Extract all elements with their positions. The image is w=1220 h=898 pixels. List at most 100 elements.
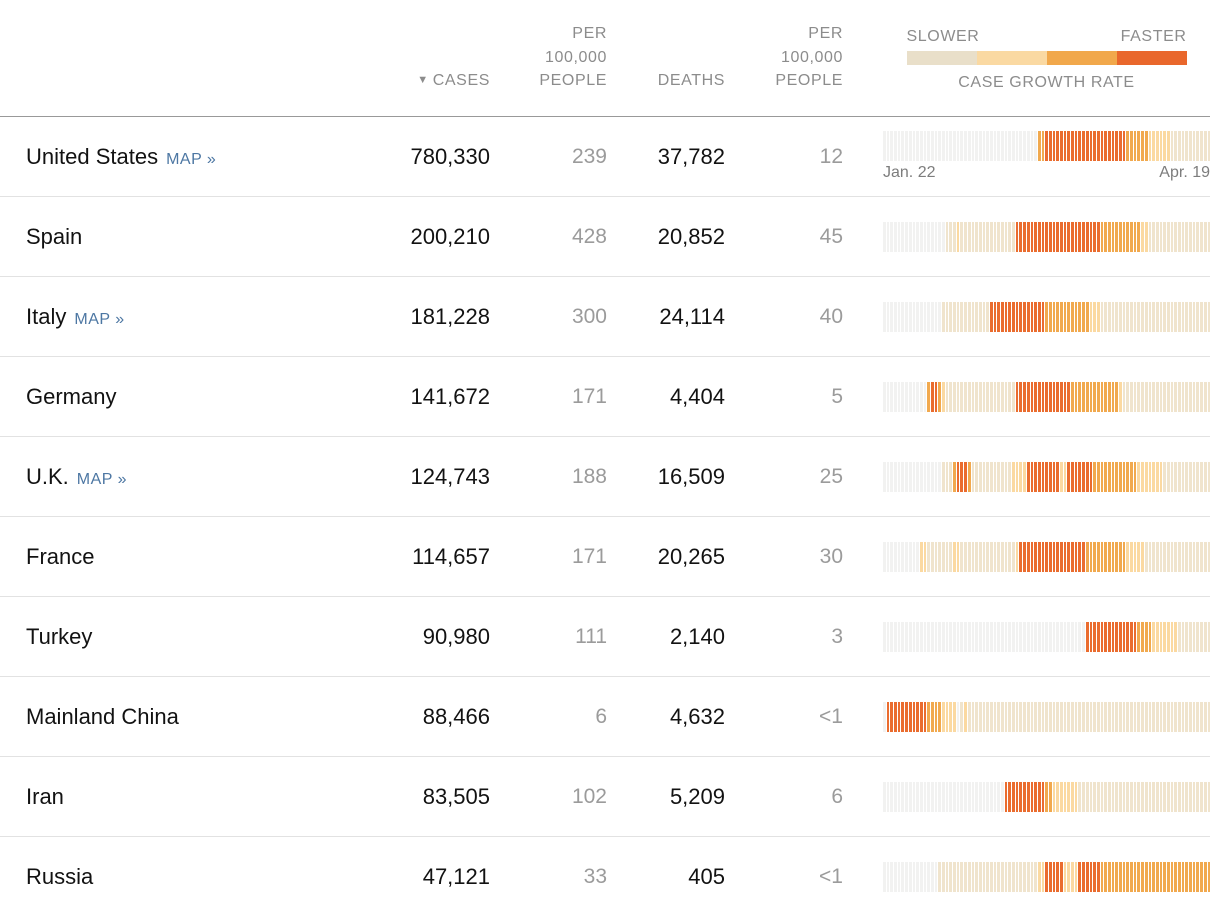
deaths-per-100k-value: 3 xyxy=(831,624,843,648)
column-header-cases-per-100k[interactable]: PER 100,000 PEOPLE xyxy=(539,25,607,89)
map-link[interactable]: MAP » xyxy=(74,310,125,328)
case-growth-strip xyxy=(883,301,1211,332)
country-cell: U.K. MAP » xyxy=(0,464,355,490)
country-cell: United States MAP » xyxy=(0,144,355,170)
growth-strip-cell xyxy=(883,301,1211,332)
legend-slower-label: SLOWER xyxy=(906,28,980,45)
growth-strip-cell xyxy=(883,461,1211,492)
cases-per-100k-value: 102 xyxy=(571,784,607,808)
map-link[interactable]: MAP » xyxy=(166,150,217,168)
country-name: Russia xyxy=(26,863,94,889)
growth-rate-legend: SLOWER FASTER CASE GROWTH RATE xyxy=(883,28,1210,92)
table-row: Spain 200,210 428 20,852 45 xyxy=(0,197,1211,277)
table-row: Iran 83,505 102 5,209 6 xyxy=(0,757,1211,837)
growth-strip-cell xyxy=(883,701,1211,732)
cases-per-100k-value: 171 xyxy=(571,384,607,408)
deaths-per-100k-value: 25 xyxy=(819,464,843,488)
country-cell: Italy MAP » xyxy=(0,304,355,330)
table-row: Turkey 90,980 111 2,140 3 xyxy=(0,597,1211,677)
legend-title: CASE GROWTH RATE xyxy=(958,74,1135,91)
cases-value: 90,980 xyxy=(422,623,490,649)
legend-faster-label: FASTER xyxy=(1120,28,1187,45)
cases-value: 88,466 xyxy=(422,703,490,729)
growth-strip-cell xyxy=(883,221,1211,252)
cases-value: 780,330 xyxy=(410,143,490,169)
cases-value: 83,505 xyxy=(422,783,490,809)
table-row: Mainland China 88,466 6 4,632 <1 xyxy=(0,677,1211,757)
strip-date-labels: Jan. 22 Apr. 19 xyxy=(883,164,1210,182)
table-row: U.K. MAP » 124,743 188 16,509 25 xyxy=(0,437,1211,517)
cases-per-100k-value: 33 xyxy=(583,864,607,888)
cases-value: 124,743 xyxy=(410,463,490,489)
deaths-value: 20,852 xyxy=(657,223,725,249)
deaths-per-100k-value: <1 xyxy=(819,704,843,728)
growth-strip-cell xyxy=(883,781,1211,812)
strip-start-date: Jan. 22 xyxy=(883,164,936,181)
country-cell: Iran xyxy=(0,784,355,810)
deaths-per-100k-value: <1 xyxy=(819,864,843,888)
cases-value: 114,657 xyxy=(412,543,490,569)
country-name: France xyxy=(26,543,95,569)
strip-end-date: Apr. 19 xyxy=(1159,164,1210,181)
deaths-value: 37,782 xyxy=(657,143,725,169)
country-cell: Russia xyxy=(0,864,355,890)
case-growth-strip xyxy=(883,701,1211,732)
cases-per-100k-value: 428 xyxy=(571,224,607,248)
table-row: Italy MAP » 181,228 300 24,114 40 xyxy=(0,277,1211,357)
column-header-deaths[interactable]: DEATHS xyxy=(657,71,725,89)
cases-value: 200,210 xyxy=(410,223,490,249)
case-growth-strip xyxy=(883,621,1211,652)
column-header-deaths-per-100k[interactable]: PER 100,000 PEOPLE xyxy=(775,25,843,89)
cases-per-100k-value: 188 xyxy=(571,464,607,488)
country-name: Spain xyxy=(26,223,83,249)
deaths-value: 2,140 xyxy=(669,623,725,649)
deaths-value: 405 xyxy=(688,863,725,889)
country-cell: France xyxy=(0,544,355,570)
cases-value: 47,121 xyxy=(422,863,490,889)
country-name: Mainland China xyxy=(26,703,179,729)
case-growth-strip xyxy=(883,381,1211,412)
column-header-cases[interactable]: ▼ CASES xyxy=(355,69,490,92)
case-growth-strip xyxy=(883,781,1211,812)
sort-desc-icon: ▼ xyxy=(417,73,429,86)
growth-strip-cell xyxy=(883,541,1211,572)
case-growth-strip xyxy=(883,461,1211,492)
table-row: France 114,657 171 20,265 30 xyxy=(0,517,1211,597)
cases-header-label: CASES xyxy=(432,71,490,89)
cases-per-100k-value: 111 xyxy=(575,624,607,648)
map-link[interactable]: MAP » xyxy=(76,470,128,488)
table-body: United States MAP » 780,330 239 37,782 12… xyxy=(0,117,1220,898)
country-name: Iran xyxy=(26,783,64,809)
deaths-per-100k-value: 30 xyxy=(819,544,843,568)
case-growth-strip xyxy=(883,131,1211,161)
country-cell: Spain xyxy=(0,224,355,250)
table-row: Russia 47,121 33 405 <1 xyxy=(0,837,1211,898)
deaths-per-100k-value: 45 xyxy=(819,224,843,248)
cases-per-100k-value: 6 xyxy=(595,704,607,728)
cases-per-100k-value: 239 xyxy=(571,144,607,168)
deaths-per-100k-value: 5 xyxy=(831,384,843,408)
deaths-value: 16,509 xyxy=(657,463,725,489)
deaths-value: 5,209 xyxy=(669,783,725,809)
cases-value: 141,672 xyxy=(410,383,490,409)
table-row: Germany 141,672 171 4,404 5 xyxy=(0,357,1211,437)
case-growth-strip xyxy=(883,221,1211,252)
country-cell: Mainland China xyxy=(0,704,355,730)
table-row: United States MAP » 780,330 239 37,782 12… xyxy=(0,117,1211,197)
cases-value: 181,228 xyxy=(410,303,490,329)
country-name: Turkey xyxy=(26,623,93,649)
table-header: ▼ CASES PER 100,000 PEOPLE DEATHS PER 100… xyxy=(0,0,1210,117)
country-name: Italy xyxy=(26,303,67,329)
country-name: U.K. xyxy=(26,463,69,489)
legend-color-scale xyxy=(906,51,1187,65)
country-name: Germany xyxy=(26,383,117,409)
deaths-value: 24,114 xyxy=(659,303,725,329)
growth-strip-cell xyxy=(883,381,1211,412)
growth-strip-cell xyxy=(883,861,1211,892)
growth-strip-cell xyxy=(883,621,1211,652)
cases-per-100k-value: 171 xyxy=(571,544,607,568)
deaths-per-100k-value: 6 xyxy=(831,784,843,808)
deaths-value: 4,404 xyxy=(669,383,725,409)
case-growth-strip xyxy=(883,541,1211,572)
